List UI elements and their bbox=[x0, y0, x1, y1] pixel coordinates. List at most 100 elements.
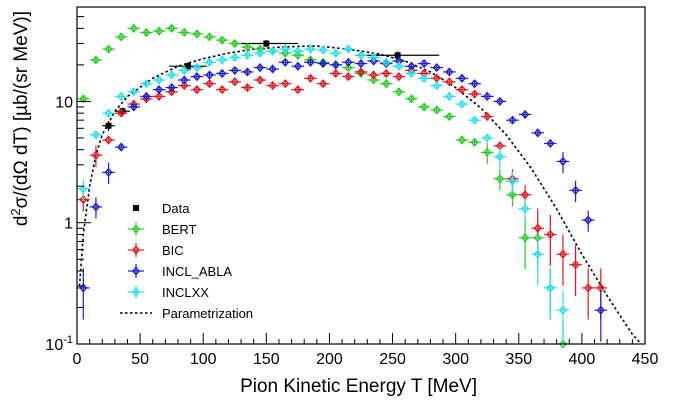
legend-marker-bic bbox=[131, 245, 141, 255]
incl-abla-marker bbox=[344, 57, 353, 67]
curve-layer bbox=[78, 45, 642, 345]
incl-abla-marker bbox=[129, 102, 138, 112]
incl-abla-marker bbox=[495, 96, 504, 106]
incl-abla-point bbox=[102, 162, 115, 185]
data-marker bbox=[105, 122, 112, 129]
incl-abla-point bbox=[556, 151, 570, 174]
bert-marker bbox=[129, 23, 138, 33]
bic-marker bbox=[293, 85, 302, 95]
bert-marker bbox=[521, 233, 530, 243]
bic-point bbox=[278, 79, 292, 89]
bic-marker bbox=[91, 150, 101, 160]
incl-abla-marker bbox=[281, 57, 290, 67]
legend-item-inclxx: INCLXX bbox=[128, 285, 209, 300]
inclxx-marker bbox=[281, 44, 290, 54]
inclxx-marker bbox=[117, 91, 126, 101]
bic-point bbox=[468, 89, 481, 99]
bic-marker bbox=[281, 79, 290, 89]
incl-abla-marker bbox=[205, 70, 214, 80]
incl-abla-point bbox=[455, 73, 469, 83]
incl-abla-point bbox=[480, 91, 494, 101]
bert-marker bbox=[483, 147, 492, 157]
data-marker bbox=[394, 52, 401, 59]
bic-marker bbox=[243, 82, 252, 93]
incl-abla-point bbox=[190, 72, 204, 82]
legend-item-parametrization: Parametrization bbox=[120, 306, 253, 321]
inclxx-point bbox=[266, 46, 279, 56]
bert-point bbox=[89, 55, 103, 65]
bic-marker bbox=[218, 85, 227, 95]
bert-marker bbox=[91, 55, 101, 65]
inclxx-marker bbox=[483, 133, 492, 143]
incl-abla-point bbox=[569, 180, 582, 203]
inclxx-marker bbox=[558, 305, 568, 315]
inclxx-marker bbox=[268, 46, 277, 56]
incl-abla-marker bbox=[167, 82, 176, 93]
incl-abla-marker bbox=[104, 167, 113, 177]
bic-marker bbox=[205, 79, 214, 89]
data-marker bbox=[263, 40, 270, 47]
bic-point bbox=[569, 245, 582, 297]
incl-abla-point bbox=[127, 102, 141, 112]
bic-marker bbox=[331, 68, 340, 79]
x-axis-title: Pion Kinetic Energy T [MeV] bbox=[240, 376, 477, 397]
inclxx-marker bbox=[230, 52, 239, 63]
inclxx-point bbox=[367, 52, 380, 63]
inclxx-marker bbox=[167, 70, 176, 80]
inclxx-point bbox=[177, 65, 191, 76]
inclxx-marker bbox=[432, 81, 441, 91]
inclxx-marker bbox=[91, 130, 101, 140]
incl-abla-point bbox=[241, 67, 254, 77]
bic-point bbox=[203, 79, 216, 89]
x-tick-label: 100 bbox=[190, 351, 217, 368]
bic-marker bbox=[255, 75, 265, 85]
bert-marker bbox=[470, 137, 479, 147]
inclxx-point bbox=[203, 57, 216, 67]
bert-point bbox=[140, 27, 153, 38]
inclxx-point bbox=[443, 91, 456, 101]
inclxx-marker bbox=[344, 44, 353, 54]
bic-marker bbox=[470, 89, 479, 99]
incl-abla-point bbox=[594, 290, 608, 342]
bert-marker bbox=[369, 75, 378, 85]
bic-point bbox=[342, 72, 355, 82]
bert-marker bbox=[154, 26, 164, 36]
incl-abla-point bbox=[266, 64, 279, 74]
inclxx-point bbox=[430, 81, 444, 91]
inclxx-point bbox=[329, 48, 343, 58]
bic-point bbox=[253, 75, 267, 85]
bic-marker bbox=[457, 85, 467, 95]
bic-marker bbox=[394, 72, 403, 82]
bert-point bbox=[455, 135, 469, 145]
bic-point bbox=[190, 85, 204, 95]
incl-abla-point bbox=[531, 128, 545, 138]
inclxx-point bbox=[253, 48, 267, 58]
inclxx-point bbox=[531, 234, 545, 286]
inclxx-marker bbox=[394, 61, 403, 71]
inclxx-marker bbox=[142, 79, 151, 89]
incl-abla-point bbox=[114, 142, 128, 152]
legend-item-data: Data bbox=[133, 201, 190, 216]
inclxx-marker bbox=[521, 204, 530, 214]
bert-point bbox=[203, 32, 216, 42]
bert-marker bbox=[457, 135, 467, 145]
inclxx-marker bbox=[356, 50, 366, 60]
inclxx-point bbox=[304, 44, 317, 54]
bic-point bbox=[354, 67, 368, 77]
bic-point bbox=[379, 68, 393, 79]
parametrization-curve bbox=[78, 45, 642, 345]
legend-marker-incl-abla bbox=[131, 266, 141, 276]
inclxx-marker bbox=[192, 63, 201, 73]
bic-point bbox=[392, 72, 406, 82]
inclxx-point bbox=[152, 75, 166, 85]
bic-marker bbox=[382, 68, 391, 79]
incl-abla-point bbox=[228, 65, 242, 76]
incl-abla-marker bbox=[369, 56, 378, 66]
incl-abla-point bbox=[304, 57, 317, 67]
legend-label-bic: BIC bbox=[162, 243, 184, 258]
y-tick-label: 1 bbox=[64, 216, 73, 233]
bic-point bbox=[215, 85, 229, 95]
bert-marker bbox=[281, 48, 290, 58]
inclxx-marker bbox=[205, 57, 214, 67]
x-tick-label: 50 bbox=[131, 351, 149, 368]
